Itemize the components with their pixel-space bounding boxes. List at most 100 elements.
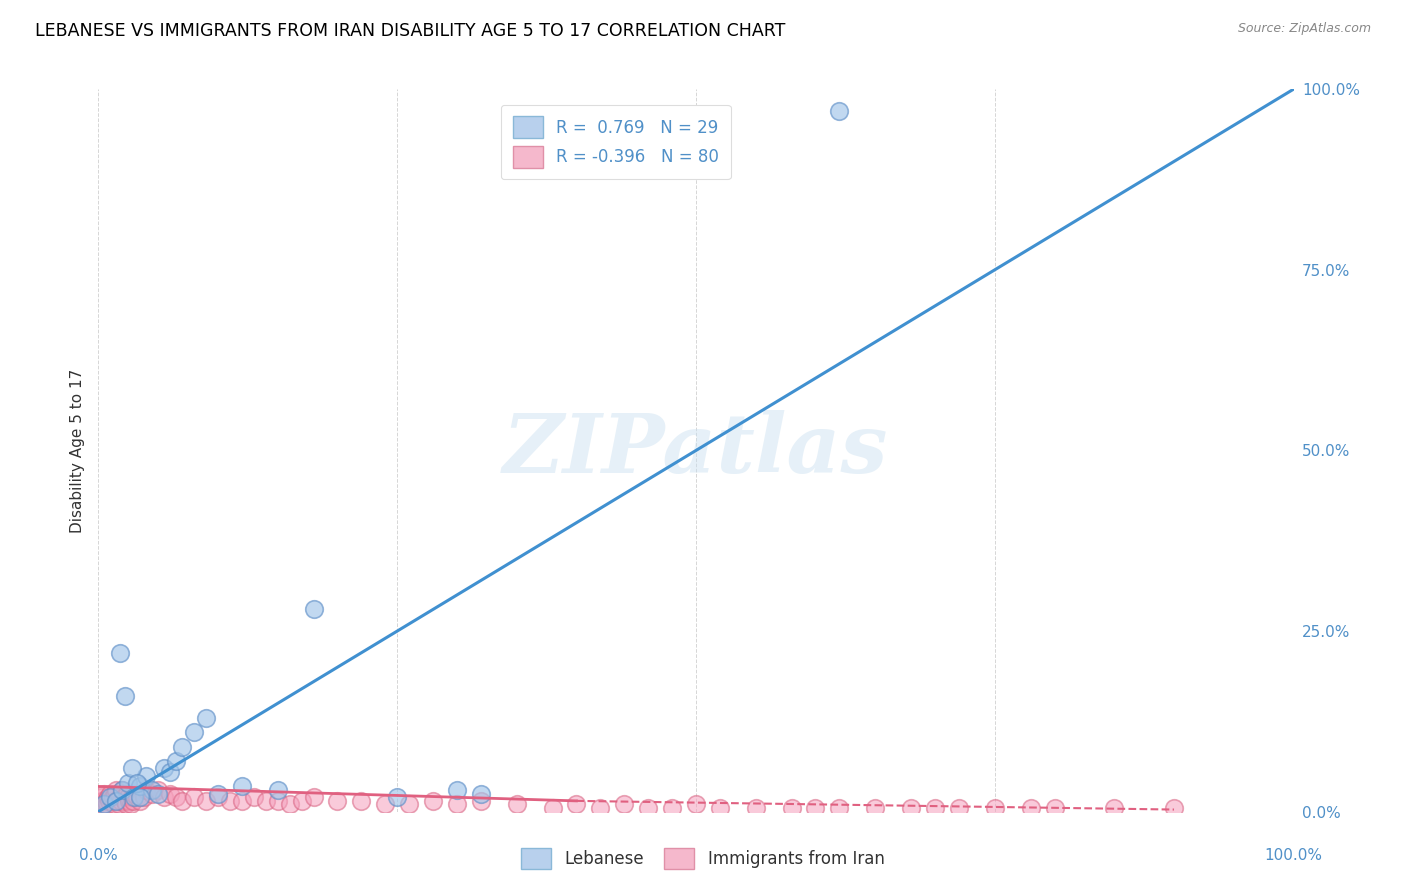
Point — [231, 780, 253, 794]
Point — [107, 794, 129, 808]
Point — [105, 783, 128, 797]
Point — [231, 794, 253, 808]
Point — [124, 790, 146, 805]
Point — [135, 769, 157, 783]
Point — [104, 787, 127, 801]
Point — [121, 761, 143, 775]
Point — [97, 790, 120, 805]
Point — [326, 794, 349, 808]
Point — [91, 790, 114, 805]
Point — [125, 790, 148, 805]
Point — [115, 787, 138, 801]
Point — [141, 783, 163, 797]
Point — [709, 801, 731, 815]
Point — [103, 797, 125, 812]
Point — [132, 790, 155, 805]
Point — [900, 801, 922, 815]
Point — [828, 801, 851, 815]
Point — [207, 790, 229, 805]
Point — [506, 797, 529, 812]
Point — [90, 797, 112, 812]
Point — [120, 797, 142, 812]
Point — [207, 787, 229, 801]
Point — [93, 787, 115, 801]
Point — [108, 646, 131, 660]
Point — [96, 797, 118, 812]
Point — [129, 790, 152, 805]
Point — [183, 790, 205, 805]
Point — [589, 801, 612, 815]
Point — [121, 790, 143, 805]
Point — [541, 801, 564, 815]
Point — [374, 797, 396, 812]
Point — [98, 794, 121, 808]
Point — [924, 801, 946, 815]
Legend: Lebanese, Immigrants from Iran: Lebanese, Immigrants from Iran — [512, 838, 894, 880]
Point — [165, 754, 187, 768]
Text: 100.0%: 100.0% — [1264, 847, 1323, 863]
Point — [745, 801, 768, 815]
Point — [470, 787, 492, 801]
Point — [398, 797, 420, 812]
Point — [637, 801, 659, 815]
Point — [118, 794, 141, 808]
Point — [112, 790, 135, 805]
Point — [302, 602, 325, 616]
Point — [470, 794, 492, 808]
Point — [195, 711, 218, 725]
Point — [195, 794, 218, 808]
Point — [100, 794, 122, 808]
Point — [108, 790, 131, 805]
Point — [101, 790, 124, 805]
Point — [219, 794, 242, 808]
Point — [446, 797, 468, 812]
Point — [984, 801, 1007, 815]
Point — [125, 776, 148, 790]
Point — [93, 797, 115, 812]
Text: LEBANESE VS IMMIGRANTS FROM IRAN DISABILITY AGE 5 TO 17 CORRELATION CHART: LEBANESE VS IMMIGRANTS FROM IRAN DISABIL… — [35, 22, 786, 40]
Point — [148, 783, 170, 797]
Point — [1104, 801, 1126, 815]
Point — [111, 783, 134, 797]
Point — [1019, 801, 1042, 815]
Point — [685, 797, 707, 812]
Point — [613, 797, 636, 812]
Point — [302, 790, 325, 805]
Point — [115, 797, 138, 812]
Legend: R =  0.769   N = 29, R = -0.396   N = 80: R = 0.769 N = 29, R = -0.396 N = 80 — [501, 104, 731, 179]
Point — [254, 794, 277, 808]
Point — [135, 783, 157, 797]
Point — [111, 783, 134, 797]
Point — [159, 764, 181, 779]
Point — [804, 801, 827, 815]
Point — [153, 761, 176, 775]
Point — [948, 801, 970, 815]
Point — [1163, 801, 1185, 815]
Point — [122, 794, 145, 808]
Y-axis label: Disability Age 5 to 17: Disability Age 5 to 17 — [69, 368, 84, 533]
Point — [159, 787, 181, 801]
Point — [422, 794, 444, 808]
Point — [350, 794, 373, 808]
Point — [828, 103, 851, 118]
Point — [267, 783, 290, 797]
Point — [183, 725, 205, 739]
Text: ZIPatlas: ZIPatlas — [503, 410, 889, 491]
Point — [129, 780, 152, 794]
Point — [107, 797, 129, 812]
Point — [153, 790, 176, 805]
Point — [117, 790, 139, 805]
Point — [94, 794, 117, 808]
Text: 0.0%: 0.0% — [79, 847, 118, 863]
Point — [278, 797, 301, 812]
Point — [780, 801, 803, 815]
Point — [105, 794, 128, 808]
Point — [172, 739, 194, 754]
Point — [124, 787, 146, 801]
Point — [148, 787, 170, 801]
Point — [141, 787, 163, 801]
Point — [446, 783, 468, 797]
Point — [661, 801, 683, 815]
Point — [565, 797, 588, 812]
Point — [117, 776, 139, 790]
